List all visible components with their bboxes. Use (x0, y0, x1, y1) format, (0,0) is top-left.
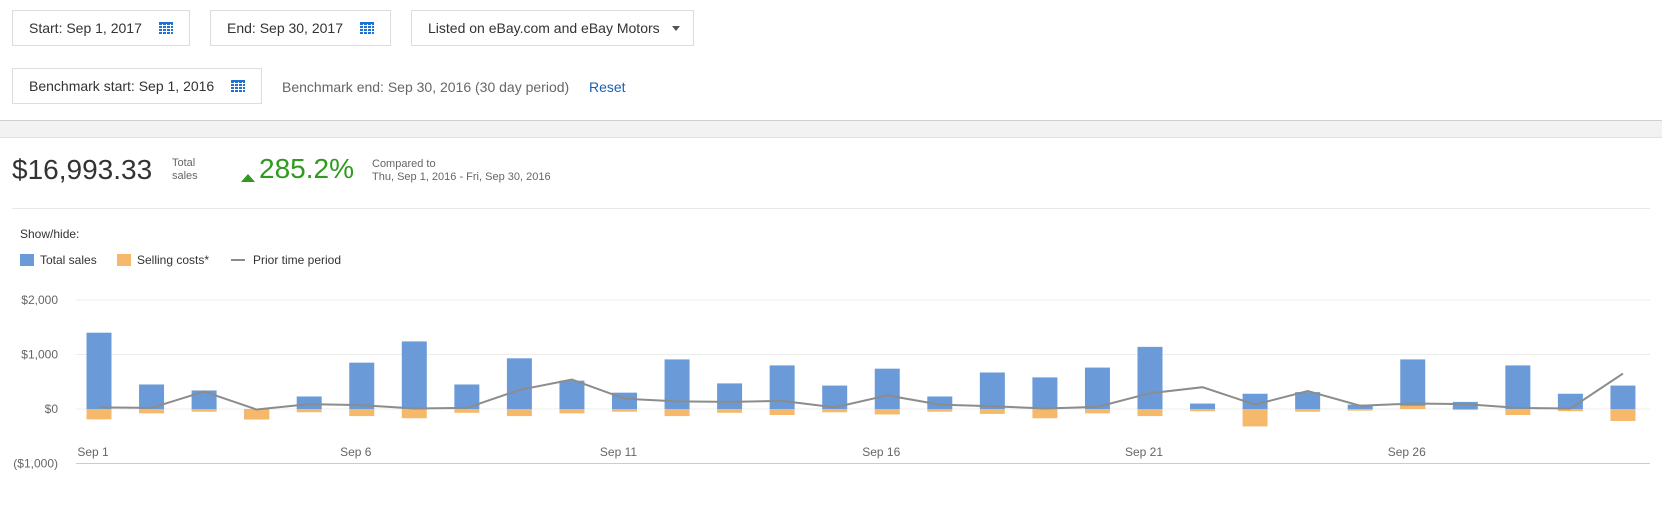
selling-costs-swatch (117, 254, 131, 266)
end-date-label: End: Sep 30, 2017 (227, 20, 343, 36)
selling-costs-bar (1610, 409, 1636, 421)
selling-costs-bar (401, 409, 427, 419)
y-tick-label: $2,000 (21, 293, 58, 307)
selling-costs-bar (1557, 409, 1583, 412)
legend-selling-costs[interactable]: Selling costs* (117, 253, 209, 267)
selling-costs-bar (1137, 409, 1163, 417)
selling-costs-bar (822, 409, 848, 413)
total-sales-bar (191, 390, 217, 409)
selling-costs-bar (979, 409, 1005, 414)
selling-costs-bar (1505, 409, 1531, 415)
prior-period-line-swatch (231, 259, 245, 261)
start-date-label: Start: Sep 1, 2017 (29, 20, 142, 36)
total-sales-bar (927, 396, 953, 409)
selling-costs-bar (1190, 409, 1216, 412)
selling-costs-bar (874, 409, 900, 415)
selling-costs-bar (1347, 409, 1373, 411)
selling-costs-bar (1295, 409, 1321, 412)
total-sales-bar (979, 372, 1005, 409)
x-tick-label: Sep 6 (340, 445, 372, 459)
total-sales-bar (1505, 365, 1531, 409)
x-tick-label: Sep 26 (1388, 445, 1426, 459)
selling-costs-bar (1084, 409, 1110, 414)
x-tick-label: Sep 11 (600, 445, 637, 459)
selling-costs-bar (1242, 409, 1268, 427)
total-sales-bar (822, 385, 848, 409)
compared-to-label: Compared to (372, 158, 436, 170)
y-tick-label: $0 (45, 402, 59, 416)
benchmark-start-label: Benchmark start: Sep 1, 2016 (29, 78, 215, 94)
total-sales-bar (296, 396, 322, 409)
total-sales-value: $16,993.33 (12, 154, 153, 185)
arrow-up-icon (241, 174, 255, 182)
calendar-icon[interactable] (360, 22, 374, 34)
selling-costs-bar (1032, 409, 1058, 419)
total-sales-bar (349, 362, 375, 409)
total-sales-bar (1032, 377, 1058, 409)
total-sales-label: Total sales (172, 157, 198, 182)
reset-link[interactable]: Reset (589, 79, 626, 95)
chevron-down-icon (671, 25, 680, 31)
legend-prior-period[interactable]: Prior time period (231, 253, 341, 267)
sales-chart: $2,000 $1,000 $0 ($1,000) Sep 1 Sep 6 Sep 11 Se… (13, 293, 1650, 471)
total-sales-bar (401, 341, 427, 409)
y-tick-label: ($1,000) (13, 457, 58, 471)
benchmark-end-text: Benchmark end: Sep 30, 2016 (30 day peri… (282, 79, 570, 95)
total-sales-bar (1452, 401, 1478, 409)
listing-site-dropdown[interactable]: Listed on eBay.com and eBay Motors (411, 10, 694, 46)
x-tick-label: Sep 16 (862, 445, 900, 459)
total-sales-bar (1347, 404, 1373, 409)
end-date-button[interactable]: End: Sep 30, 2017 (210, 10, 391, 46)
legend-label: Selling costs* (137, 253, 210, 267)
change-percent: 285.2% (259, 153, 354, 184)
listing-site-label: Listed on eBay.com and eBay Motors (428, 20, 660, 36)
legend-label: Prior time period (253, 253, 342, 267)
calendar-icon[interactable] (231, 80, 245, 92)
start-date-button[interactable]: Start: Sep 1, 2017 (12, 10, 190, 46)
total-sales-bar (1400, 359, 1426, 409)
calendar-icon[interactable] (159, 22, 173, 34)
selling-costs-bar (139, 409, 165, 414)
compared-range: Thu, Sep 1, 2016 - Fri, Sep 30, 2016 (372, 171, 551, 183)
legend-label: Total sales (40, 253, 97, 267)
selling-costs-bar (244, 409, 270, 420)
selling-costs-bar (664, 409, 690, 417)
total-sales-bar (1190, 403, 1216, 409)
x-tick-label: Sep 21 (1125, 445, 1163, 459)
x-tick-label: Sep 1 (77, 445, 109, 459)
selling-costs-bar (559, 409, 585, 414)
total-sales-bar (1242, 393, 1268, 409)
total-sales-bar (86, 332, 112, 409)
total-sales-bar (1557, 393, 1583, 409)
selling-costs-bar (86, 409, 112, 420)
total-sales-bar (1610, 385, 1636, 409)
total-sales-bar (1295, 392, 1321, 409)
selling-costs-bar (769, 409, 795, 415)
y-tick-label: $1,000 (21, 348, 58, 362)
show-hide-label: Show/hide: (20, 227, 80, 241)
legend-total-sales[interactable]: Total sales (20, 253, 97, 267)
selling-costs-bar (927, 409, 953, 412)
selling-costs-bar (349, 409, 375, 417)
prior-period-line (98, 372, 1624, 411)
selling-costs-bar (191, 409, 217, 412)
selling-costs-bar (612, 409, 637, 412)
selling-costs-bar (1452, 409, 1478, 411)
selling-costs-bar (1400, 405, 1426, 409)
total-sales-bar (717, 383, 743, 409)
benchmark-start-button[interactable]: Benchmark start: Sep 1, 2016 (12, 68, 262, 104)
selling-costs-bar (454, 409, 480, 413)
total-sales-bar (506, 358, 532, 409)
section-divider-band (0, 120, 1662, 138)
total-sales-bar (1084, 367, 1110, 409)
selling-costs-bar (717, 409, 743, 413)
total-sales-swatch (20, 254, 34, 266)
total-sales-bar (559, 380, 585, 409)
summary-divider (12, 208, 1650, 209)
total-sales-bar (874, 368, 900, 409)
total-sales-bar (1137, 346, 1163, 409)
selling-costs-bar (296, 409, 322, 413)
selling-costs-bar (506, 409, 532, 417)
